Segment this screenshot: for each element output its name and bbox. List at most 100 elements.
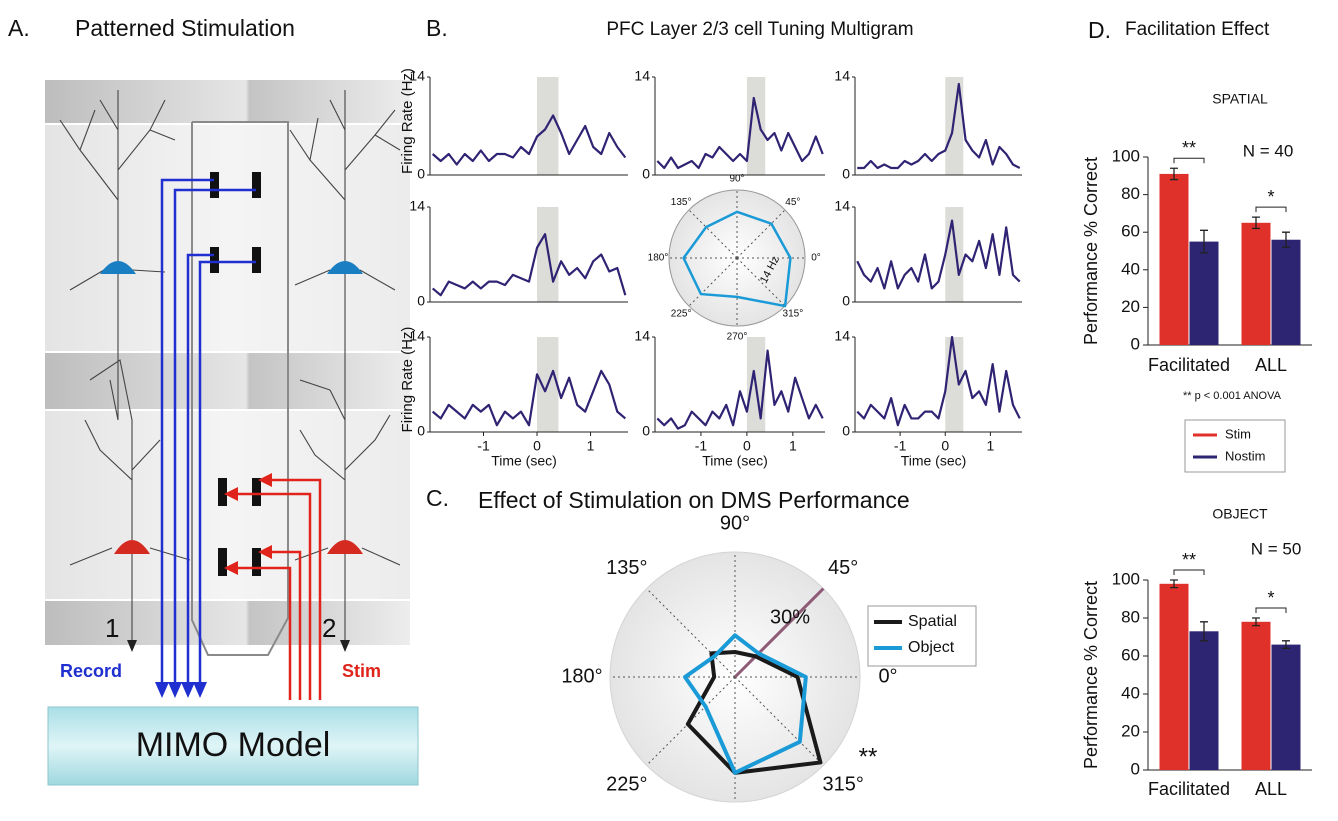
panel-title: Effect of Stimulation on DMS Performance	[478, 487, 910, 513]
legend-box	[1184, 419, 1286, 473]
angle-spoke	[736, 257, 786, 307]
x-tick-label: 1	[789, 438, 797, 454]
panel-title: Facilitation Effect	[1125, 19, 1270, 40]
x-tick-label: ALL	[1255, 779, 1287, 799]
x-tick-label: 1	[987, 438, 995, 454]
significance-label: **	[1182, 550, 1196, 570]
significance-bracket	[1255, 206, 1287, 213]
y-tick-label: 0	[417, 423, 425, 439]
angle-label: 315°	[783, 309, 804, 320]
angle-spoke	[646, 676, 736, 766]
angle-label: 315°	[822, 773, 863, 795]
neuron	[327, 261, 363, 274]
x-tick-label: -1	[695, 438, 708, 454]
electrodes	[210, 172, 261, 576]
panel-title: PFC Layer 2/3 cell Tuning Multigram	[606, 19, 913, 40]
y-tick-label: 0	[417, 166, 425, 182]
significance-bracket	[1255, 607, 1287, 613]
angle-label: 90°	[720, 512, 750, 534]
angle-label: 270°	[727, 332, 748, 343]
panel-letter: A.	[8, 15, 30, 41]
model-box	[47, 706, 419, 786]
stim-wires	[236, 478, 322, 700]
angle-label: 135°	[606, 557, 647, 579]
angle-label: 225°	[606, 773, 647, 795]
firing-trace	[431, 369, 627, 427]
angle-label: 225°	[671, 309, 692, 320]
y-tick-label: 40	[1121, 683, 1140, 702]
neuron	[114, 540, 150, 554]
legend-label: Stim	[1225, 426, 1251, 441]
record-wires	[160, 178, 256, 684]
radial-scale	[733, 587, 825, 679]
y-tick-label: 14	[834, 328, 850, 344]
y-tick-label: 14	[409, 328, 425, 344]
record-arrows	[155, 682, 207, 698]
significance-bracket	[1173, 569, 1205, 575]
x-tick-label: 0	[941, 438, 949, 454]
error-bar	[1170, 579, 1178, 589]
y-tick-label: 60	[1121, 645, 1140, 664]
y-axis-label: Firing Rate (Hz)	[399, 327, 416, 433]
angle-label: 45°	[785, 197, 800, 208]
y-tick-label: 14	[409, 68, 425, 84]
layer-band	[45, 352, 410, 410]
bar	[1159, 583, 1189, 770]
n-label: N = 50	[1251, 539, 1302, 558]
panel-letter: B.	[426, 15, 448, 41]
panel-a: A. Patterned Stimulation	[8, 15, 419, 786]
radar-polygon	[683, 633, 808, 775]
angle-label: 270°	[714, 818, 755, 821]
firing-trace	[656, 96, 824, 170]
neuron-label: 1	[105, 613, 119, 643]
y-tick-label: 14	[634, 328, 650, 344]
error-bar	[1252, 617, 1260, 627]
bar	[1159, 173, 1189, 345]
error-bar	[1282, 231, 1290, 248]
radial-label: 30%	[770, 606, 810, 628]
angle-spoke	[646, 588, 736, 678]
bar	[1241, 222, 1271, 345]
layer-borders	[45, 123, 410, 601]
bar	[1241, 621, 1271, 770]
layer-band	[45, 80, 410, 124]
x-axis-label: Time (sec)	[491, 453, 557, 469]
axon-arrows	[127, 640, 350, 652]
y-tick-label: 0	[642, 166, 650, 182]
model-label: MIMO Model	[136, 726, 331, 764]
significance-label: **	[1182, 138, 1196, 158]
dendrites	[59, 90, 401, 640]
x-tick-label: 0	[743, 438, 751, 454]
y-tick-label: 14	[834, 198, 850, 214]
y-tick-label: 0	[1131, 759, 1140, 778]
angle-spoke	[688, 209, 738, 259]
error-bar	[1170, 167, 1178, 181]
n-label: N = 40	[1243, 141, 1294, 160]
y-axis-label: Firing Rate (Hz)	[399, 68, 416, 174]
y-tick-label: 14	[834, 68, 850, 84]
firing-trace	[431, 233, 627, 297]
stim-window	[945, 207, 964, 302]
y-tick-label: 14	[634, 68, 650, 84]
y-axis-label: Performance % Correct	[1081, 581, 1101, 769]
y-tick-label: 100	[1112, 569, 1140, 588]
angle-label: 180°	[648, 253, 669, 264]
y-tick-label: 20	[1121, 721, 1140, 740]
legend-box	[867, 605, 977, 667]
x-tick-label: 1	[587, 438, 595, 454]
bar	[1189, 631, 1219, 770]
radar-polygon	[685, 650, 823, 775]
stim-window	[746, 77, 766, 175]
stim-window	[945, 77, 964, 175]
y-tick-label: 14	[409, 198, 425, 214]
error-bar	[1282, 640, 1290, 650]
y-tick-label: 40	[1121, 259, 1140, 278]
significance-label: *	[1267, 588, 1274, 608]
angle-label: 180°	[561, 665, 602, 687]
firing-trace	[856, 219, 1021, 290]
x-tick-label: ALL	[1255, 355, 1287, 375]
x-axis-label: Time (sec)	[702, 453, 768, 469]
x-tick-label: Facilitated	[1148, 355, 1230, 375]
error-bar	[1200, 229, 1208, 254]
